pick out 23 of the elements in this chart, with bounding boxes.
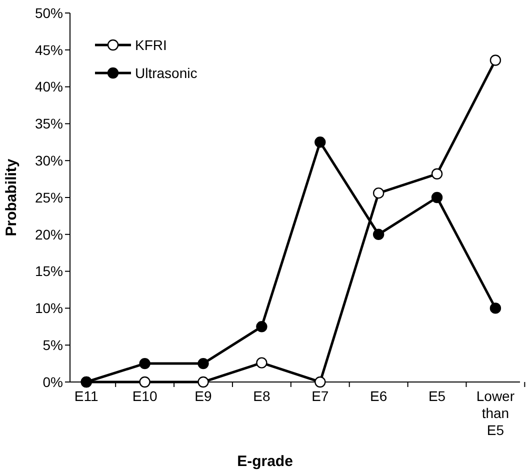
y-tick-label: 20% xyxy=(34,226,63,242)
legend-label: KFRI xyxy=(135,36,167,53)
x-tick-label: E10 xyxy=(132,388,158,404)
y-axis-title: Probability xyxy=(3,158,20,236)
y-tick-label: 50% xyxy=(34,4,63,21)
y-tick-label: 45% xyxy=(34,42,63,58)
x-tick-label: E9 xyxy=(194,388,212,404)
legend-label: Ultrasonic xyxy=(135,64,198,81)
y-tick-label: 0% xyxy=(42,374,63,390)
x-axis-title: E-grade xyxy=(237,453,293,470)
x-tick-label: E5 xyxy=(428,388,446,404)
y-tick-label: 25% xyxy=(34,189,63,206)
x-tick-label: E8 xyxy=(253,388,270,404)
x-tick-label: E11 xyxy=(74,388,99,404)
y-tick-label: 15% xyxy=(34,263,63,280)
y-tick-label: 30% xyxy=(34,152,63,168)
x-tick-label: E6 xyxy=(370,388,388,404)
x-tick-label: E7 xyxy=(312,388,329,404)
y-tick-label: 35% xyxy=(34,116,63,132)
x-tick-label: Lower than E5 xyxy=(476,388,515,438)
y-tick-label: 5% xyxy=(42,337,63,353)
y-tick-label: 40% xyxy=(34,78,63,95)
y-tick-label: 10% xyxy=(34,300,63,316)
